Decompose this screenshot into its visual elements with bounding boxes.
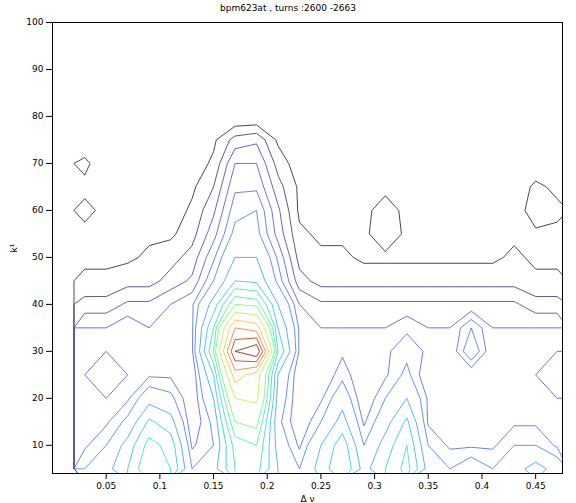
svg-text:0.2: 0.2 (260, 481, 274, 491)
svg-text:60: 60 (32, 205, 44, 215)
svg-text:0.05: 0.05 (96, 481, 116, 491)
svg-text:0.1: 0.1 (153, 481, 167, 491)
svg-text:k¹: k¹ (9, 243, 19, 252)
svg-text:0.3: 0.3 (367, 481, 381, 491)
svg-text:40: 40 (32, 299, 44, 309)
svg-text:Δ ν: Δ ν (300, 494, 314, 503)
svg-text:100: 100 (26, 17, 43, 27)
svg-text:50: 50 (32, 252, 44, 262)
svg-text:90: 90 (32, 64, 44, 74)
svg-text:30: 30 (32, 346, 44, 356)
svg-text:20: 20 (32, 393, 44, 403)
svg-text:70: 70 (32, 158, 44, 168)
html-text:bpm623at , turns :2600 -2663: bpm623at , turns :2600 -2663 (220, 3, 356, 13)
svg-text:0.25: 0.25 (311, 481, 331, 491)
svg-text:0.15: 0.15 (204, 481, 224, 491)
svg-text:80: 80 (32, 111, 44, 121)
svg-text:0.45: 0.45 (526, 481, 546, 491)
svg-text:0.35: 0.35 (418, 481, 438, 491)
svg-text:10: 10 (32, 440, 44, 450)
svg-text:0.4: 0.4 (475, 481, 490, 491)
